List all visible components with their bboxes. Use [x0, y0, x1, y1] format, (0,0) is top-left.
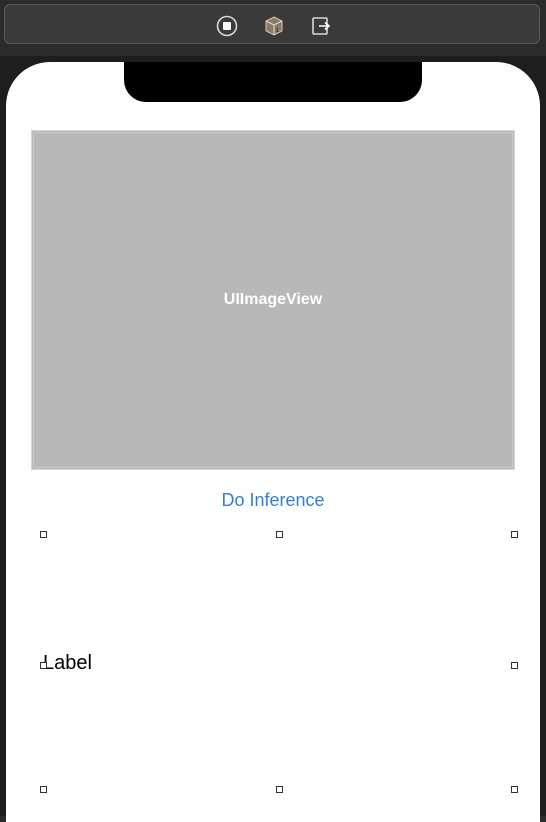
scene-dock: 1 — [4, 4, 540, 44]
image-view-label: UIImageView — [223, 291, 323, 308]
label-text: Label — [43, 652, 92, 674]
resize-handle-bottom-center[interactable] — [276, 786, 283, 793]
resize-handle-bottom-left[interactable] — [40, 786, 47, 793]
device-frame: UIImageView Do Inference Label — [0, 56, 546, 822]
resize-handle-middle-right[interactable] — [511, 662, 518, 669]
resize-handle-top-center[interactable] — [276, 531, 283, 538]
do-inference-button[interactable]: Do Inference — [166, 486, 380, 514]
resize-handle-middle-left[interactable] — [40, 662, 47, 669]
result-label[interactable]: Label — [40, 531, 518, 793]
resize-handle-top-left[interactable] — [40, 531, 47, 538]
resize-handle-top-right[interactable] — [511, 531, 518, 538]
device-notch — [124, 62, 422, 102]
exit-door-icon[interactable] — [310, 15, 332, 37]
resize-handle-bottom-right[interactable] — [511, 786, 518, 793]
svg-text:1: 1 — [276, 28, 280, 34]
cube-3d-icon[interactable]: 1 — [263, 15, 285, 37]
image-view[interactable]: UIImageView — [31, 130, 515, 470]
device-screen: UIImageView Do Inference Label — [6, 62, 540, 822]
stop-circle-icon[interactable] — [216, 15, 238, 37]
